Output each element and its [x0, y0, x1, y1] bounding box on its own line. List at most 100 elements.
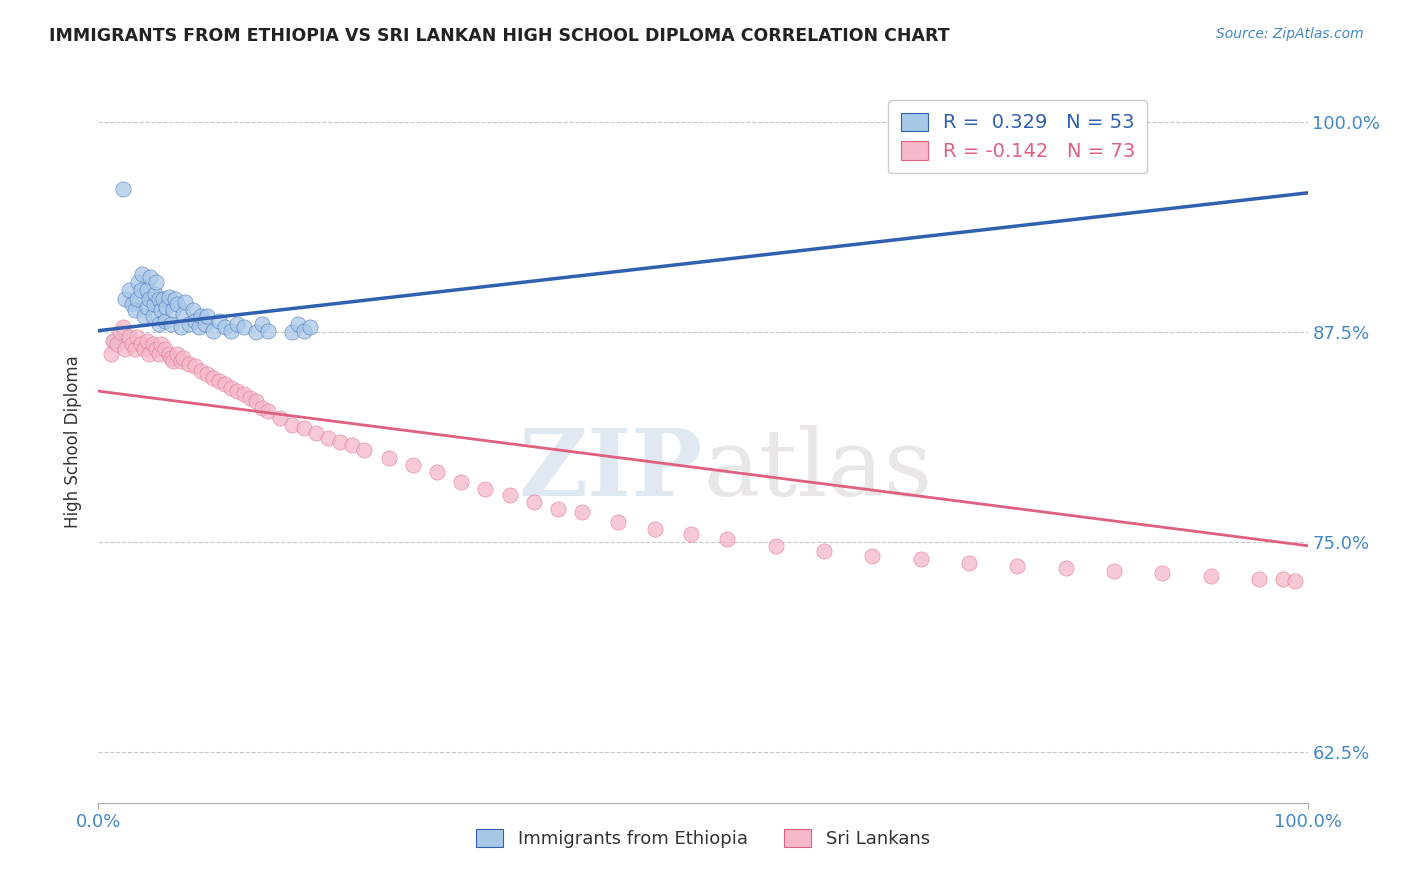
Point — [377, 451, 399, 466]
Point — [157, 290, 180, 304]
Point — [299, 320, 322, 334]
Point — [547, 501, 569, 516]
Point — [232, 320, 254, 334]
Point — [208, 374, 231, 388]
Point — [221, 381, 243, 395]
Point — [281, 326, 304, 340]
Point — [1054, 560, 1077, 574]
Point — [498, 488, 520, 502]
Point — [166, 297, 188, 311]
Point — [127, 330, 149, 344]
Point — [118, 283, 141, 297]
Point — [571, 505, 593, 519]
Point — [166, 347, 188, 361]
Point — [160, 351, 183, 365]
Point — [644, 522, 666, 536]
Point — [250, 317, 273, 331]
Point — [143, 286, 166, 301]
Point — [292, 324, 315, 338]
Point — [103, 334, 125, 348]
Point — [100, 347, 122, 361]
Point — [135, 300, 157, 314]
Point — [162, 354, 184, 368]
Point — [129, 337, 152, 351]
Point — [150, 303, 173, 318]
Point — [250, 401, 273, 415]
Point — [860, 549, 883, 563]
Point — [305, 426, 328, 441]
Point — [114, 292, 136, 306]
Point — [150, 337, 173, 351]
Point — [153, 342, 176, 356]
Point — [1284, 574, 1306, 588]
Point — [142, 309, 165, 323]
Point — [152, 292, 174, 306]
Point — [239, 391, 262, 405]
Point — [195, 309, 218, 323]
Point — [184, 359, 207, 373]
Point — [256, 404, 278, 418]
Text: ZIP: ZIP — [519, 425, 703, 516]
Text: Source: ZipAtlas.com: Source: ZipAtlas.com — [1216, 27, 1364, 41]
Point — [1199, 569, 1222, 583]
Point — [118, 330, 141, 344]
Point — [1007, 558, 1029, 573]
Point — [124, 303, 146, 318]
Point — [287, 317, 309, 331]
Point — [402, 458, 425, 472]
Point — [190, 364, 212, 378]
Legend: Immigrants from Ethiopia, Sri Lankans: Immigrants from Ethiopia, Sri Lankans — [470, 822, 936, 855]
Point — [208, 313, 231, 327]
Point — [135, 334, 157, 348]
Point — [172, 307, 194, 321]
Point — [202, 370, 225, 384]
Point — [143, 297, 166, 311]
Point — [226, 317, 249, 331]
Point — [269, 411, 291, 425]
Point — [426, 465, 449, 479]
Point — [121, 337, 143, 351]
Point — [138, 347, 160, 361]
Point — [145, 342, 167, 356]
Point — [153, 313, 176, 327]
Point — [245, 394, 267, 409]
Point — [292, 421, 315, 435]
Point — [214, 320, 236, 334]
Point — [160, 317, 183, 331]
Point — [148, 317, 170, 331]
Point — [148, 347, 170, 361]
Point — [202, 324, 225, 338]
Point — [607, 515, 630, 529]
Point — [316, 431, 339, 445]
Text: IMMIGRANTS FROM ETHIOPIA VS SRI LANKAN HIGH SCHOOL DIPLOMA CORRELATION CHART: IMMIGRANTS FROM ETHIOPIA VS SRI LANKAN H… — [49, 27, 950, 45]
Point — [127, 292, 149, 306]
Point — [1249, 572, 1271, 586]
Point — [679, 527, 702, 541]
Point — [1152, 566, 1174, 580]
Point — [187, 320, 209, 334]
Point — [169, 354, 191, 368]
Point — [135, 283, 157, 297]
Point — [101, 334, 124, 348]
Point — [221, 324, 243, 338]
Point — [232, 387, 254, 401]
Point — [957, 556, 980, 570]
Point — [214, 377, 236, 392]
Point — [155, 300, 177, 314]
Point — [181, 303, 204, 318]
Point — [353, 442, 375, 457]
Point — [190, 309, 212, 323]
Point — [245, 326, 267, 340]
Point — [174, 295, 197, 310]
Point — [523, 495, 546, 509]
Point — [1102, 564, 1125, 578]
Point — [910, 552, 932, 566]
Point — [765, 539, 787, 553]
Point — [142, 337, 165, 351]
Point — [145, 275, 167, 289]
Point — [716, 532, 738, 546]
Point — [114, 342, 136, 356]
Point — [131, 267, 153, 281]
Point — [195, 368, 218, 382]
Point — [1272, 572, 1295, 586]
